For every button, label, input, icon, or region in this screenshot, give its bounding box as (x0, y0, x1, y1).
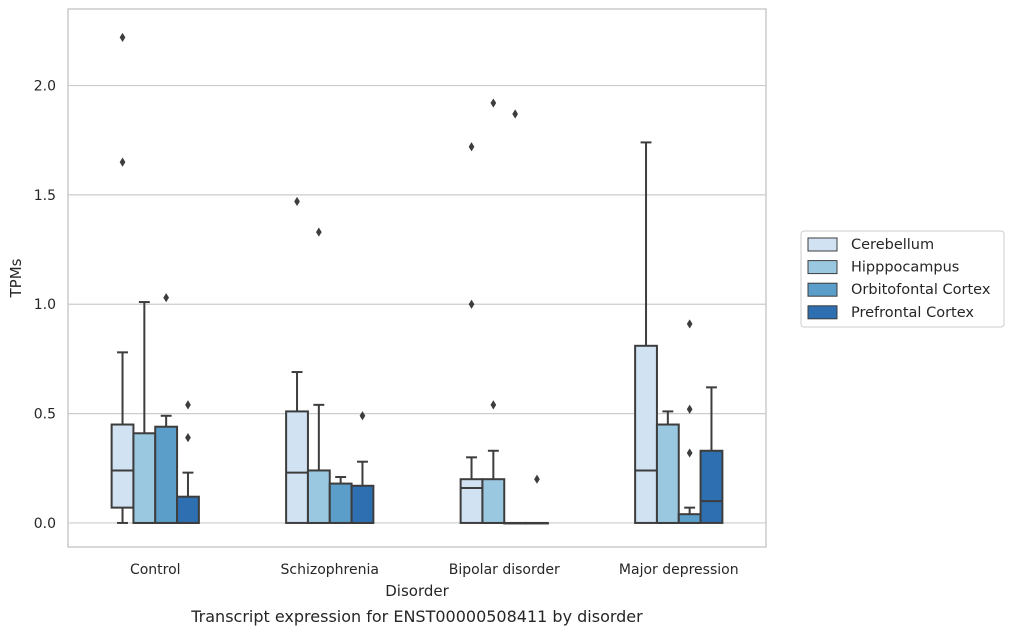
box-body (677, 513, 702, 524)
box-group (525, 474, 549, 525)
box-body (306, 469, 331, 524)
box-body (634, 344, 658, 524)
box-body (285, 410, 309, 524)
legend-label: Prefrontal Cortex (851, 305, 974, 321)
box-body (481, 478, 506, 524)
plot-frame (67, 8, 767, 548)
x-tick-labels: Control Schizophrenia Bipolar disorder Majo… (130, 562, 739, 578)
outlier-point (185, 400, 191, 410)
box-group (154, 293, 179, 524)
x-axis-title: Disorder (385, 582, 449, 600)
outlier-point (534, 474, 540, 484)
box-body (176, 495, 200, 524)
legend-label: Cerebellum (851, 237, 934, 253)
outlier-point (359, 411, 366, 421)
outlier-point (490, 400, 497, 410)
box-group (328, 476, 353, 524)
box-body (699, 449, 724, 524)
box-body (655, 423, 680, 524)
legend-frame (800, 230, 1005, 328)
box-body (350, 484, 375, 524)
box-group (481, 98, 506, 524)
outlier-point (686, 448, 693, 458)
outlier-point (490, 98, 497, 108)
box-group (655, 410, 680, 524)
box-group (306, 227, 331, 524)
y-tick-label: 1.0 (34, 297, 56, 313)
outlier-point (468, 299, 475, 309)
outlier-point (119, 157, 126, 167)
x-tick-label: Schizophrenia (281, 562, 379, 578)
legend-entries: Cerebellum Hipppocampus Orbitofontal Corte… (807, 237, 991, 321)
legend: Cerebellum Hipppocampus Orbitofontal Corte… (800, 230, 1005, 328)
legend-swatch (807, 282, 838, 297)
x-tick-label: Bipolar disorder (449, 562, 560, 578)
y-tick-labels: 0.0 0.5 1.0 1.5 2.0 (34, 79, 56, 532)
box-body (459, 478, 484, 524)
box-group (110, 32, 135, 524)
outlier-point (686, 319, 693, 329)
box-group (699, 386, 724, 524)
box-group (285, 196, 309, 524)
outlier-point (185, 433, 191, 443)
legend-label: Orbitofontal Cortex (851, 282, 991, 298)
x-tick-label: Control (130, 562, 181, 578)
legend-swatch (807, 260, 838, 275)
box-body (328, 482, 353, 524)
y-tick-label: 2.0 (34, 79, 56, 95)
box-group (350, 411, 375, 524)
outlier-point (294, 196, 300, 207)
legend-label: Hipppocampus (851, 260, 959, 276)
box-body (110, 423, 135, 509)
y-tick-label: 0.5 (34, 407, 56, 423)
outlier-point (512, 109, 519, 119)
outlier-point (119, 32, 126, 43)
box-group (634, 141, 658, 524)
y-tick-label: 1.5 (34, 188, 56, 204)
outlier-point (315, 227, 322, 237)
boxes-layer (110, 32, 724, 525)
legend-swatch (807, 237, 838, 252)
outlier-point (686, 404, 693, 414)
y-axis-title: TPMs (7, 258, 25, 298)
box-group (677, 319, 702, 524)
box-body (132, 432, 157, 524)
legend-swatch (807, 305, 838, 320)
box-group (176, 400, 200, 524)
box-body (154, 425, 179, 524)
x-tick-label: Major depression (619, 562, 739, 578)
box-group (459, 142, 484, 524)
y-tick-label: 0.0 (34, 516, 56, 532)
chart-caption: Transcript expression for ENST0000050841… (190, 607, 643, 626)
outlier-point (163, 293, 170, 303)
outlier-point (468, 142, 475, 152)
